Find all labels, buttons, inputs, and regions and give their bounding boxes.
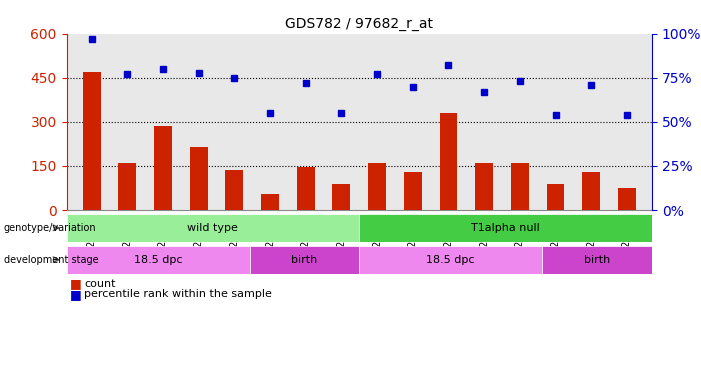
Bar — [67, 214, 359, 242]
Text: T1alpha null: T1alpha null — [471, 223, 540, 233]
Bar — [475, 163, 493, 210]
Text: ■: ■ — [70, 288, 82, 301]
Text: ■: ■ — [70, 278, 82, 290]
Bar — [154, 126, 172, 210]
Text: 18.5 dpc: 18.5 dpc — [134, 255, 182, 265]
Text: birth: birth — [584, 255, 610, 265]
Text: count: count — [84, 279, 116, 289]
Text: birth: birth — [291, 255, 318, 265]
Title: GDS782 / 97682_r_at: GDS782 / 97682_r_at — [285, 17, 433, 32]
Text: 18.5 dpc: 18.5 dpc — [426, 255, 475, 265]
Bar — [511, 163, 529, 210]
Bar — [250, 246, 359, 274]
Bar — [368, 163, 386, 210]
Text: percentile rank within the sample: percentile rank within the sample — [84, 290, 272, 299]
Bar — [297, 167, 315, 210]
Text: genotype/variation: genotype/variation — [4, 223, 96, 233]
Bar — [226, 170, 243, 210]
Bar — [359, 214, 652, 242]
Bar — [359, 246, 542, 274]
Bar — [404, 172, 422, 210]
Bar — [332, 184, 350, 210]
Bar — [542, 246, 652, 274]
Bar — [618, 188, 636, 210]
Bar — [118, 163, 136, 210]
Bar — [83, 72, 100, 210]
Bar — [190, 147, 207, 210]
Bar — [440, 113, 458, 210]
Bar — [261, 194, 279, 210]
Bar — [547, 184, 564, 210]
Text: wild type: wild type — [187, 223, 238, 233]
Bar — [583, 172, 600, 210]
Text: development stage: development stage — [4, 255, 98, 265]
Bar — [67, 246, 250, 274]
